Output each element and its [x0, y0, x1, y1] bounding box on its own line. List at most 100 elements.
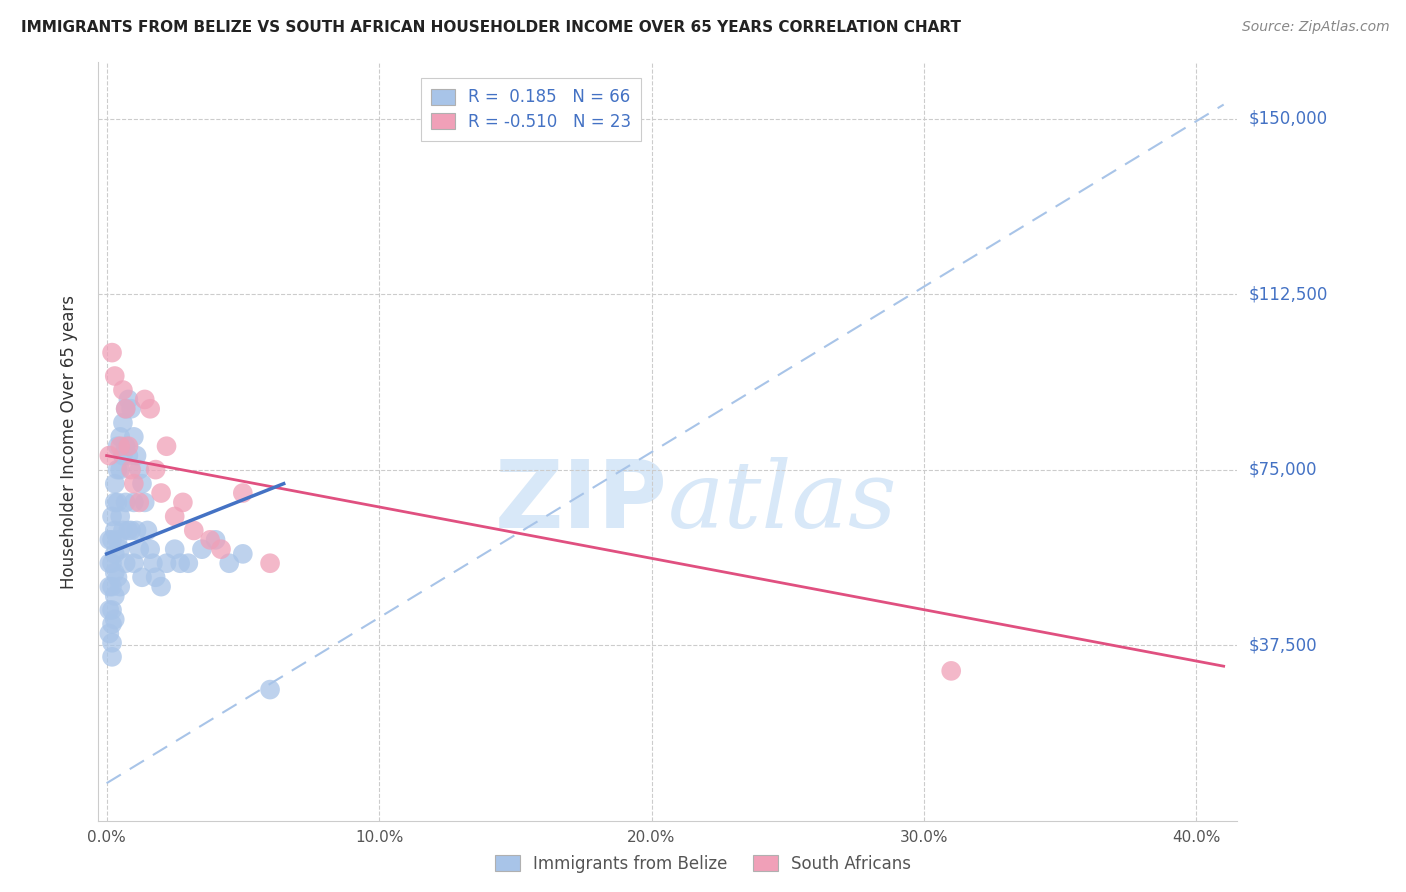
Point [125, 524, 148, 538]
Text: $150,000: $150,000 [1249, 110, 1327, 128]
Point [117, 449, 139, 463]
Point [110, 439, 132, 453]
Point [218, 556, 240, 570]
Point [111, 524, 134, 538]
Point [232, 486, 254, 500]
Text: IMMIGRANTS FROM BELIZE VS SOUTH AFRICAN HOUSEHOLDER INCOME OVER 65 YEARS CORRELA: IMMIGRANTS FROM BELIZE VS SOUTH AFRICAN … [21, 20, 962, 35]
Text: ZIP: ZIP [495, 456, 668, 549]
Point [172, 495, 194, 509]
Point [122, 495, 145, 509]
Point [122, 430, 145, 444]
Point [101, 580, 124, 594]
Point [142, 556, 165, 570]
Point [139, 542, 162, 557]
Point [198, 533, 221, 547]
Legend: Immigrants from Belize, South Africans: Immigrants from Belize, South Africans [488, 848, 918, 880]
Point [120, 462, 142, 476]
Point [110, 542, 132, 557]
Point [104, 495, 127, 509]
Point [98, 449, 121, 463]
Point [128, 462, 150, 476]
Point [104, 612, 127, 626]
Point [104, 369, 127, 384]
Point [120, 401, 142, 416]
Point [104, 524, 127, 538]
Text: $75,000: $75,000 [1249, 460, 1317, 479]
Point [131, 476, 153, 491]
Point [128, 542, 150, 557]
Point [941, 664, 963, 678]
Point [114, 556, 136, 570]
Point [136, 524, 159, 538]
Point [117, 439, 139, 453]
Point [101, 533, 124, 547]
Point [98, 533, 121, 547]
Point [98, 603, 121, 617]
Point [98, 626, 121, 640]
Legend: R =  0.185   N = 66, R = -0.510   N = 23: R = 0.185 N = 66, R = -0.510 N = 23 [422, 78, 641, 141]
Point [110, 430, 132, 444]
Point [139, 401, 162, 416]
Y-axis label: Householder Income Over 65 years: Householder Income Over 65 years [59, 294, 77, 589]
Point [101, 556, 124, 570]
Point [145, 462, 167, 476]
Point [111, 416, 134, 430]
Point [107, 462, 129, 476]
Point [155, 556, 177, 570]
Point [183, 524, 205, 538]
Point [122, 556, 145, 570]
Point [111, 383, 134, 397]
Point [120, 524, 142, 538]
Point [98, 556, 121, 570]
Point [107, 533, 129, 547]
Text: Source: ZipAtlas.com: Source: ZipAtlas.com [1241, 20, 1389, 34]
Point [114, 439, 136, 453]
Point [204, 533, 226, 547]
Point [104, 589, 127, 603]
Point [104, 476, 127, 491]
Point [104, 566, 127, 580]
Point [163, 509, 186, 524]
Point [163, 542, 186, 557]
Point [134, 495, 156, 509]
Point [110, 462, 132, 476]
Point [209, 542, 232, 557]
Point [101, 603, 124, 617]
Point [107, 570, 129, 584]
Point [114, 401, 136, 416]
Text: $37,500: $37,500 [1249, 636, 1317, 654]
Point [125, 449, 148, 463]
Point [150, 486, 173, 500]
Point [259, 556, 281, 570]
Point [110, 580, 132, 594]
Point [131, 570, 153, 584]
Point [101, 636, 124, 650]
Point [117, 392, 139, 407]
Point [122, 476, 145, 491]
Point [114, 401, 136, 416]
Point [110, 509, 132, 524]
Point [101, 509, 124, 524]
Point [145, 570, 167, 584]
Point [101, 617, 124, 632]
Point [232, 547, 254, 561]
Point [191, 542, 214, 557]
Point [128, 495, 150, 509]
Point [101, 649, 124, 664]
Point [101, 345, 124, 359]
Point [155, 439, 177, 453]
Point [98, 580, 121, 594]
Point [111, 449, 134, 463]
Text: $112,500: $112,500 [1249, 285, 1327, 303]
Point [169, 556, 191, 570]
Point [134, 392, 156, 407]
Point [107, 439, 129, 453]
Point [177, 556, 200, 570]
Point [114, 495, 136, 509]
Point [117, 524, 139, 538]
Point [104, 547, 127, 561]
Point [150, 580, 173, 594]
Point [107, 495, 129, 509]
Point [259, 682, 281, 697]
Text: atlas: atlas [668, 458, 897, 547]
